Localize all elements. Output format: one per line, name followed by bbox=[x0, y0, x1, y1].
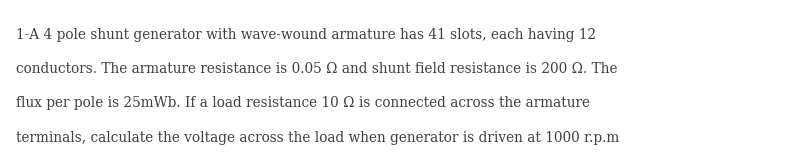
Text: 1-A 4 pole shunt generator with wave-wound armature has 41 slots, each having 12: 1-A 4 pole shunt generator with wave-wou… bbox=[16, 28, 596, 42]
Text: terminals, calculate the voltage across the load when generator is driven at 100: terminals, calculate the voltage across … bbox=[16, 131, 619, 145]
Text: flux per pole is 25mWb. If a load resistance 10 Ω is connected across the armatu: flux per pole is 25mWb. If a load resist… bbox=[16, 96, 590, 110]
Text: conductors. The armature resistance is 0.05 Ω and shunt field resistance is 200 : conductors. The armature resistance is 0… bbox=[16, 62, 618, 76]
